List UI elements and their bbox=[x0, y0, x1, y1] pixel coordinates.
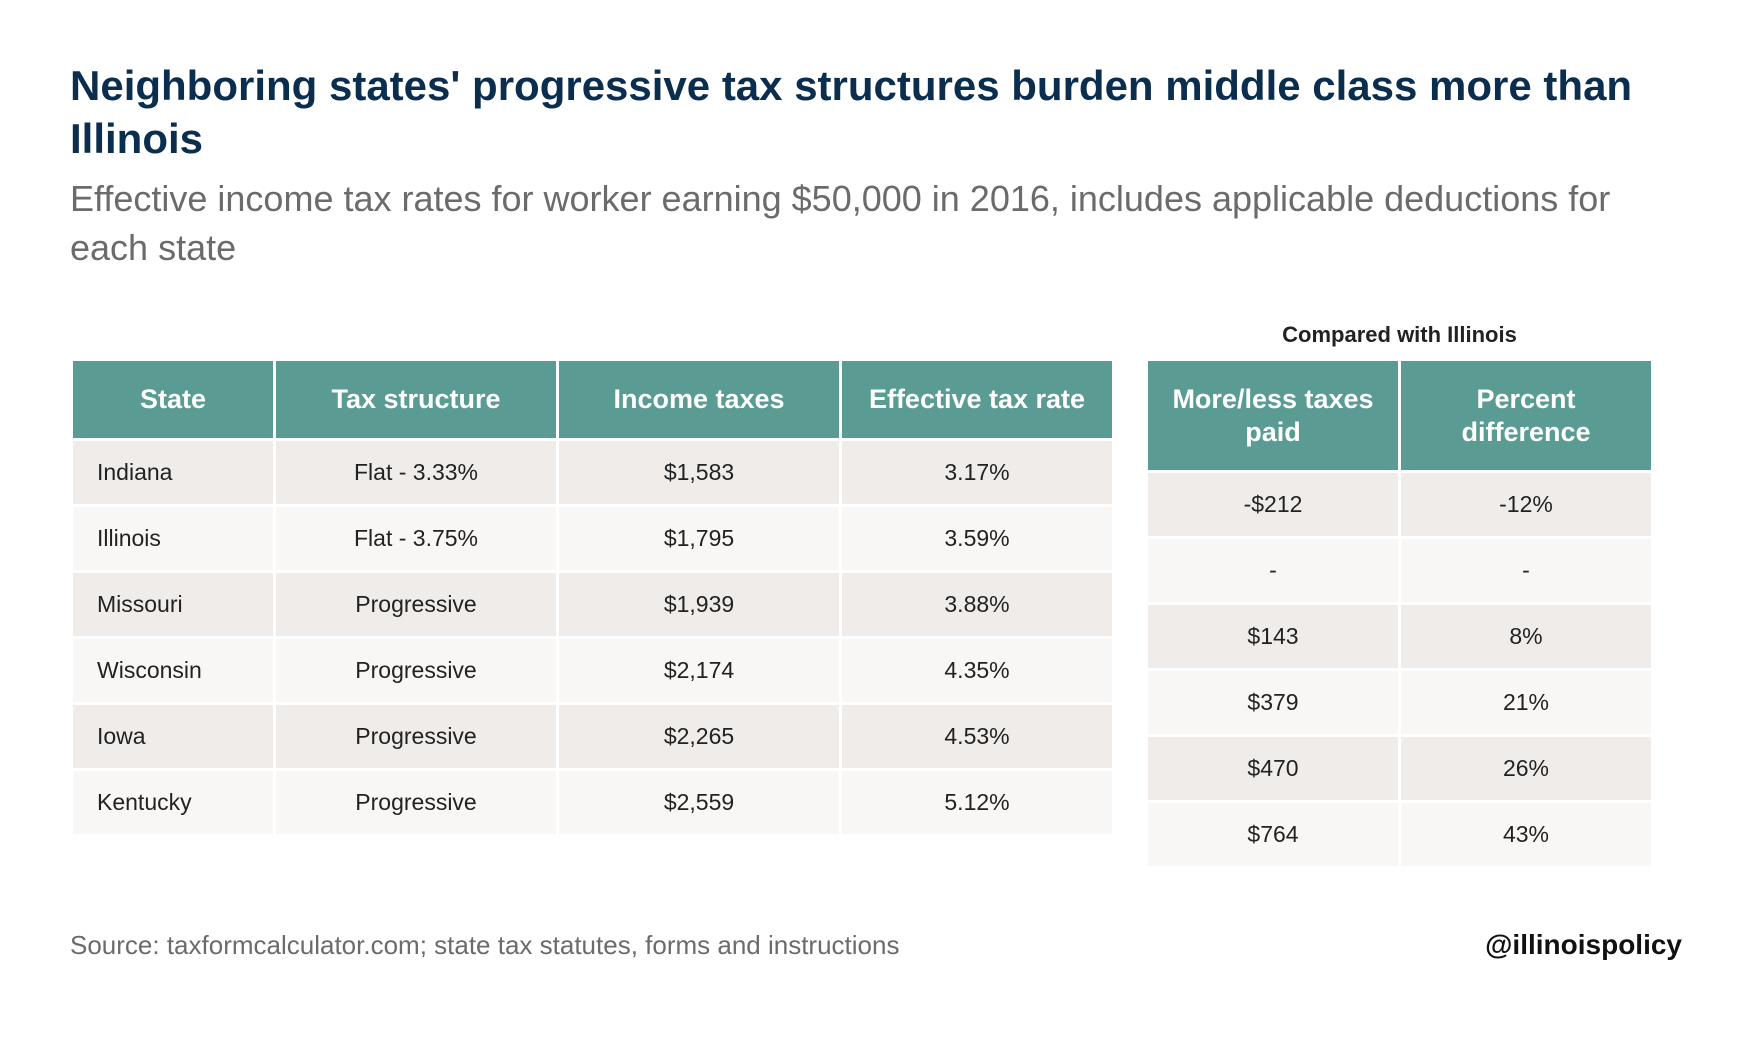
cell-eff-rate: 3.59% bbox=[842, 507, 1112, 570]
table-row: - - bbox=[1148, 539, 1651, 602]
cell-state: Kentucky bbox=[73, 771, 273, 834]
cell-state: Missouri bbox=[73, 573, 273, 636]
cell-pct-diff: 21% bbox=[1401, 671, 1651, 734]
table-row: -$212 -12% bbox=[1148, 473, 1651, 536]
cell-diff-paid: -$212 bbox=[1148, 473, 1398, 536]
cell-pct-diff: 43% bbox=[1401, 803, 1651, 866]
table-row: $764 43% bbox=[1148, 803, 1651, 866]
compare-header-label: Compared with Illinois bbox=[1145, 322, 1654, 350]
col-tax-structure: Tax structure bbox=[276, 361, 556, 437]
table-container: State Tax structure Income taxes Effecti… bbox=[70, 322, 1682, 869]
cell-pct-diff: 8% bbox=[1401, 605, 1651, 668]
table-row: $379 21% bbox=[1148, 671, 1651, 734]
cell-state: Wisconsin bbox=[73, 639, 273, 702]
cell-state: Iowa bbox=[73, 705, 273, 768]
cell-income-taxes: $2,174 bbox=[559, 639, 839, 702]
table-row: $143 8% bbox=[1148, 605, 1651, 668]
cell-structure: Flat - 3.33% bbox=[276, 441, 556, 504]
cell-income-taxes: $1,795 bbox=[559, 507, 839, 570]
main-table: State Tax structure Income taxes Effecti… bbox=[70, 358, 1115, 836]
footer: Source: taxformcalculator.com; state tax… bbox=[70, 929, 1682, 961]
table-row: Indiana Flat - 3.33% $1,583 3.17% bbox=[73, 441, 1112, 504]
cell-income-taxes: $2,559 bbox=[559, 771, 839, 834]
cell-state: Indiana bbox=[73, 441, 273, 504]
cell-structure: Progressive bbox=[276, 705, 556, 768]
header-row: State Tax structure Income taxes Effecti… bbox=[73, 361, 1112, 437]
table-row: Kentucky Progressive $2,559 5.12% bbox=[73, 771, 1112, 834]
compare-table-block: Compared with Illinois More/less taxes p… bbox=[1145, 322, 1654, 869]
cell-income-taxes: $1,583 bbox=[559, 441, 839, 504]
cell-state: Illinois bbox=[73, 507, 273, 570]
cell-structure: Flat - 3.75% bbox=[276, 507, 556, 570]
col-more-less-paid: More/less taxes paid bbox=[1148, 361, 1398, 470]
cell-eff-rate: 3.17% bbox=[842, 441, 1112, 504]
source-text: Source: taxformcalculator.com; state tax… bbox=[70, 930, 899, 961]
chart-subtitle: Effective income tax rates for worker ea… bbox=[70, 175, 1682, 272]
col-income-taxes: Income taxes bbox=[559, 361, 839, 437]
main-table-block: State Tax structure Income taxes Effecti… bbox=[70, 322, 1115, 836]
compare-table: More/less taxes paid Percent difference … bbox=[1145, 358, 1654, 869]
table-row: Iowa Progressive $2,265 4.53% bbox=[73, 705, 1112, 768]
cell-eff-rate: 4.53% bbox=[842, 705, 1112, 768]
cell-diff-paid: $764 bbox=[1148, 803, 1398, 866]
cell-diff-paid: $143 bbox=[1148, 605, 1398, 668]
table-row: $470 26% bbox=[1148, 737, 1651, 800]
chart-title: Neighboring states' progressive tax stru… bbox=[70, 60, 1682, 165]
cell-income-taxes: $1,939 bbox=[559, 573, 839, 636]
cell-eff-rate: 3.88% bbox=[842, 573, 1112, 636]
col-state: State bbox=[73, 361, 273, 437]
table-row: Missouri Progressive $1,939 3.88% bbox=[73, 573, 1112, 636]
cell-pct-diff: -12% bbox=[1401, 473, 1651, 536]
col-percent-diff: Percent difference bbox=[1401, 361, 1651, 470]
header-row: More/less taxes paid Percent difference bbox=[1148, 361, 1651, 470]
table-row: Illinois Flat - 3.75% $1,795 3.59% bbox=[73, 507, 1112, 570]
cell-structure: Progressive bbox=[276, 771, 556, 834]
cell-pct-diff: 26% bbox=[1401, 737, 1651, 800]
header-spacer bbox=[70, 322, 1115, 358]
cell-eff-rate: 4.35% bbox=[842, 639, 1112, 702]
cell-diff-paid: - bbox=[1148, 539, 1398, 602]
col-effective-rate: Effective tax rate bbox=[842, 361, 1112, 437]
cell-pct-diff: - bbox=[1401, 539, 1651, 602]
social-handle: @illinoispolicy bbox=[1485, 929, 1682, 961]
cell-eff-rate: 5.12% bbox=[842, 771, 1112, 834]
table-row: Wisconsin Progressive $2,174 4.35% bbox=[73, 639, 1112, 702]
cell-diff-paid: $379 bbox=[1148, 671, 1398, 734]
cell-diff-paid: $470 bbox=[1148, 737, 1398, 800]
cell-structure: Progressive bbox=[276, 573, 556, 636]
cell-structure: Progressive bbox=[276, 639, 556, 702]
cell-income-taxes: $2,265 bbox=[559, 705, 839, 768]
